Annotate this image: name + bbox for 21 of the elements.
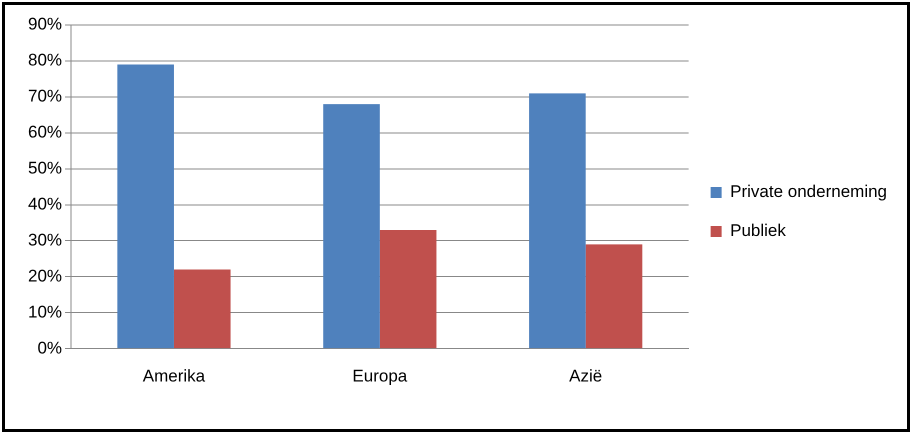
x-tick-label: Azië (569, 366, 602, 386)
y-tick-label: 70% (28, 86, 62, 106)
y-tick-label: 10% (28, 302, 62, 322)
bar (380, 230, 436, 348)
y-tick-label: 50% (28, 158, 62, 178)
bar (586, 244, 642, 348)
y-tick-label: 40% (28, 194, 62, 214)
bar (323, 104, 380, 348)
y-tick-label: 60% (28, 122, 62, 142)
y-tick-label: 20% (28, 266, 62, 286)
bar (174, 270, 231, 348)
legend-label: Private onderneming (730, 182, 888, 202)
x-tick-label: Europa (352, 366, 408, 386)
y-tick-label: 30% (28, 230, 62, 250)
x-tick-label: Amerika (142, 366, 206, 386)
y-tick-label: 90% (28, 14, 62, 34)
legend-label: Publiek (730, 221, 786, 240)
bar (529, 93, 586, 348)
y-tick-label: 80% (28, 50, 62, 70)
y-tick-label: 0% (37, 338, 62, 358)
bar (117, 64, 174, 348)
